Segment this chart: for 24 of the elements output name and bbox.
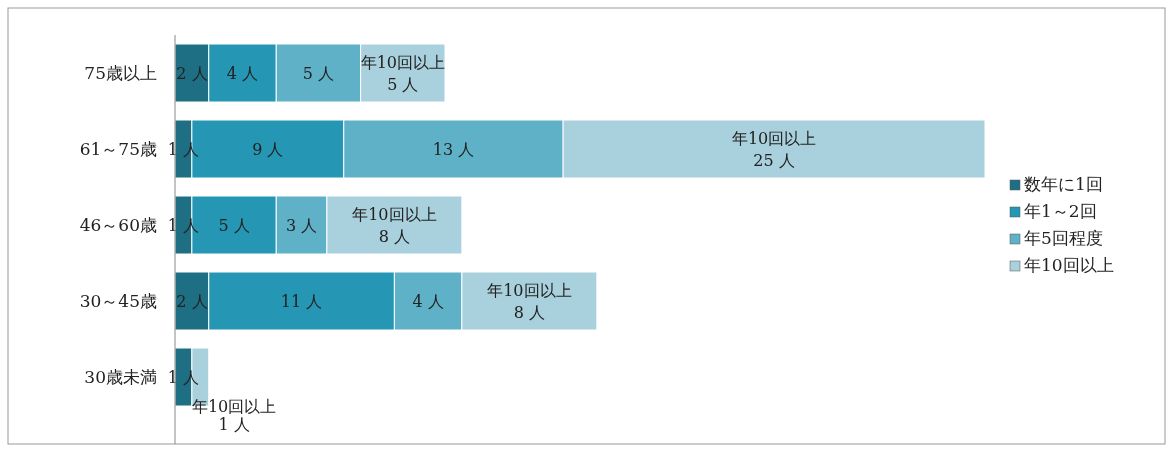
data-label: 年10回以上 5 人 — [360, 53, 445, 94]
legend-label: 年5回程度 — [1024, 228, 1103, 248]
data-label: 13 人 — [432, 140, 475, 159]
data-label: 5 人 — [302, 64, 335, 83]
data-label: 4 人 — [412, 292, 444, 311]
data-label: 年10回以上 1 人 — [191, 397, 277, 434]
data-label: 5 人 — [218, 216, 250, 235]
data-label: 2 人 — [176, 292, 208, 311]
data-label: 11 人 — [280, 292, 323, 311]
legend-label: 数年に1回 — [1024, 174, 1103, 194]
y-tick-label: 30歳未満 — [84, 367, 157, 387]
y-tick-label: 30～45歳 — [79, 291, 157, 311]
data-label: 4 人 — [226, 64, 259, 83]
y-tick-label: 46～60歳 — [79, 215, 157, 235]
legend-label: 年10回以上 — [1024, 255, 1114, 275]
data-label: 年10回以上 8 人 — [487, 281, 572, 322]
data-label: 2 人 — [176, 64, 208, 83]
data-label: 年10回以上 25 人 — [731, 129, 817, 170]
data-label: 3 人 — [285, 216, 318, 235]
y-tick-label: 75歳以上 — [84, 63, 157, 83]
data-label: 年10回以上 8 人 — [352, 205, 437, 246]
y-tick-label: 61～75歳 — [79, 139, 157, 159]
data-label: 9 人 — [252, 140, 284, 159]
legend-label: 年1～2回 — [1024, 201, 1097, 221]
